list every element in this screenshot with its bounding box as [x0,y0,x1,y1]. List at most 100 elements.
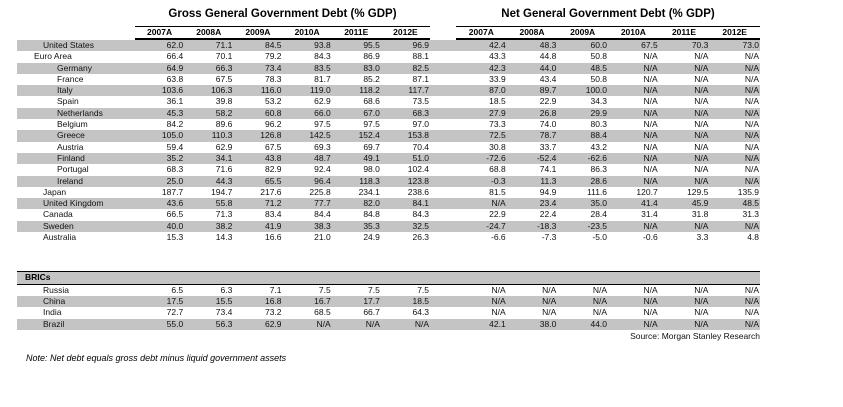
gross-value-cell: 70.4 [412,141,430,152]
net-table-title: Net General Government Debt (% GDP) [501,8,715,20]
row-label: Japan [43,186,67,197]
gross-value-cell: 96.2 [264,119,282,130]
gross-value-cell: 32.5 [412,220,430,231]
net-value-cell: 87.0 [489,85,506,96]
gross-value-cell: 97.0 [412,119,430,130]
table-gap [430,63,456,74]
net-value-cell-block: 42.1 38.0 44.0 N/A N/A N/A [456,319,760,330]
gross-value-cell: 88.1 [412,51,430,62]
net-value-cell: 74.1 [539,164,557,175]
net-value-cell: 34.3 [590,96,608,107]
section-spacer [17,243,760,271]
year-header: 2007A [147,27,173,37]
gross-value-cell: 83.4 [264,209,282,220]
table-gap [430,232,456,243]
row-label: China [43,295,66,306]
net-value-cell: N/A [542,307,557,318]
gross-value-cell: 84.2 [166,119,184,130]
gross-year-headers: 2007A 2008A 2009A 2010A 2011E 2012E [135,26,430,40]
gross-value-cell-block: 25.0 44.3 65.5 96.4 118.3 123.8 [135,176,430,187]
net-value-cell-block: 42.4 48.3 60.0 67.5 70.3 73.0 [456,40,760,51]
net-value-cell: N/A [744,96,760,107]
gross-value-cell: 225.8 [309,186,331,197]
table-gap [430,40,456,51]
gross-value-cell: 26.3 [412,232,430,243]
net-value-cell: 33.7 [539,141,557,152]
net-value-cell: N/A [694,164,709,175]
net-value-cell: N/A [694,107,709,118]
gross-value-cell: 35.3 [363,220,380,231]
gross-value-cell-block: 105.0 110.3 126.8 142.5 152.4 153.8 [135,130,430,141]
gross-value-cell: 66.0 [314,107,331,118]
gross-value-cell: 24.9 [363,232,380,243]
gross-value-cell: N/A [316,318,331,329]
net-value-cell: 22.9 [539,96,557,107]
row-label: Canada [43,209,73,220]
net-value-cell: 43.2 [590,141,608,152]
net-value-cell: N/A [694,96,709,107]
gross-value-cell: 36.1 [166,96,184,107]
gross-value-cell: 96.4 [314,175,331,186]
net-value-cell: 3.3 [696,232,709,243]
row-label: Italy [57,85,73,96]
net-value-cell: 33.9 [489,73,506,84]
net-value-cell: N/A [694,141,709,152]
gross-value-cell: 38.2 [215,220,233,231]
gross-value-cell: 68.3 [166,164,184,175]
gross-value-cell: 238.6 [407,186,430,197]
gross-table-title: Gross General Government Debt (% GDP) [168,8,397,20]
net-value-cell-block: N/A N/A N/A N/A N/A N/A [456,285,760,296]
net-value-cell: N/A [694,73,709,84]
row-label: Spain [57,96,79,107]
gross-value-cell: 45.3 [166,107,184,118]
gross-value-cell: 71.2 [264,198,282,209]
table-row: Russia 6.5 6.3 7.1 7.5 7.5 7.5 N/A N/A N/A N/A N/A N… [17,285,760,296]
gross-value-cell: 6.3 [220,284,233,295]
gross-value-cell: 82.0 [363,198,380,209]
gross-value-cell: 7.5 [417,284,430,295]
gross-value-cell-block: 15.3 14.3 16.6 21.0 24.9 26.3 [135,232,430,243]
net-value-cell: 80.3 [590,119,608,130]
net-value-cell: 44.0 [590,318,608,329]
gross-value-cell: 93.8 [314,40,331,50]
net-value-cell: 73.0 [742,40,760,50]
gross-value-cell: 17.7 [363,295,380,306]
gross-value-cell: 51.0 [412,152,430,163]
net-value-cell: 35.0 [590,198,608,209]
gross-value-cell: 84.1 [412,198,430,209]
net-value-cell: 44.0 [539,62,557,73]
gross-value-cell: 43.8 [264,152,282,163]
gross-value-cell: 77.7 [314,198,331,209]
net-value-cell-block: -0.3 11.3 28.6 N/A N/A N/A [456,176,760,187]
row-label: Portugal [57,164,89,175]
year-header: 2011E [344,27,369,37]
gross-value-cell-block: 63.8 67.5 78.3 81.7 85.2 87.1 [135,74,430,85]
net-value-cell: N/A [744,85,760,96]
net-value-cell: N/A [694,175,709,186]
net-value-cell: 42.4 [489,40,506,50]
net-value-cell: 50.8 [590,73,608,84]
net-value-cell: N/A [694,295,709,306]
table-gap [430,119,456,130]
net-value-cell: 73.3 [489,119,506,130]
net-value-cell: N/A [744,175,760,186]
net-value-cell: N/A [694,318,709,329]
source-credit: Source: Morgan Stanley Research [630,330,760,341]
gross-value-cell: 73.2 [264,307,282,318]
row-label: Sweden [43,220,74,231]
gross-value-cell-block: 43.6 55.8 71.2 77.7 82.0 84.1 [135,198,430,209]
gross-value-cell: 62.9 [215,141,233,152]
net-value-cell: 88.4 [590,130,608,141]
net-value-cell: 31.4 [641,209,658,220]
gross-value-cell: 39.8 [215,96,233,107]
gross-value-cell: 7.5 [318,284,331,295]
net-value-cell: N/A [744,73,760,84]
gross-value-cell: 82.9 [264,164,282,175]
net-value-cell-block: N/A N/A N/A N/A N/A N/A [456,296,760,307]
net-value-cell: 100.0 [585,85,608,96]
table-gap [430,153,456,164]
net-value-cell: 18.5 [489,96,506,107]
table-gap [430,108,456,119]
net-value-cell: 135.9 [737,186,760,197]
gross-value-cell: 81.7 [314,73,331,84]
